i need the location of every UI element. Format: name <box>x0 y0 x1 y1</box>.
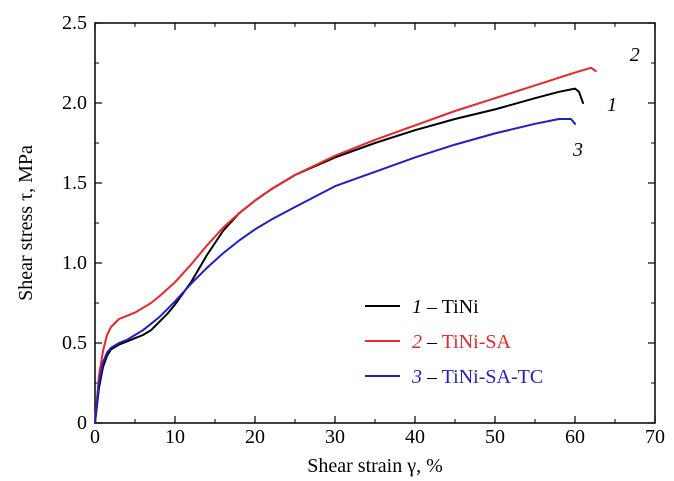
y-tick-label: 2.0 <box>62 92 87 114</box>
axis-tick-labels: 0 10 20 30 40 50 60 70 0 0.5 1.0 1.5 2.0 2.5 <box>62 12 665 448</box>
legend: 1 – TiNi 2 – TiNi-SA 3 – TiNi-SA-TC <box>365 296 543 388</box>
curve-tag-1: 1 <box>607 94 617 116</box>
x-tick-label: 20 <box>245 426 265 448</box>
x-tick-label: 40 <box>405 426 425 448</box>
y-tick-label: 1.0 <box>62 252 87 274</box>
x-tick-label: 50 <box>485 426 505 448</box>
x-tick-label: 70 <box>645 426 665 448</box>
x-tick-label: 30 <box>325 426 345 448</box>
x-axis-label: Shear strain γ, % <box>307 455 442 477</box>
y-tick-label: 2.5 <box>62 12 87 34</box>
x-tick-label: 0 <box>90 426 100 448</box>
curve-tag-3: 3 <box>572 139 583 161</box>
y-tick-label: 0 <box>77 412 87 434</box>
curve-tags: 1 2 3 <box>572 44 640 161</box>
x-tick-label: 60 <box>565 426 585 448</box>
axis-ticks <box>94 22 656 424</box>
curve-tag-2: 2 <box>630 44 640 66</box>
series-line-2 <box>94 66 597 424</box>
series-line-3 <box>94 118 576 424</box>
y-tick-label: 1.5 <box>62 172 87 194</box>
plot-frame <box>94 22 656 424</box>
legend-entry-1: 1 – TiNi <box>412 296 479 318</box>
y-axis-label: Shear stress τ, MPa <box>15 145 37 301</box>
data-curves <box>94 66 597 424</box>
series-line-1 <box>94 87 584 424</box>
legend-entry-3: 3 – TiNi-SA-TC <box>411 366 543 388</box>
x-tick-label: 10 <box>165 426 185 448</box>
y-tick-label: 0.5 <box>62 332 87 354</box>
legend-entry-2: 2 – TiNi-SA <box>412 331 511 353</box>
